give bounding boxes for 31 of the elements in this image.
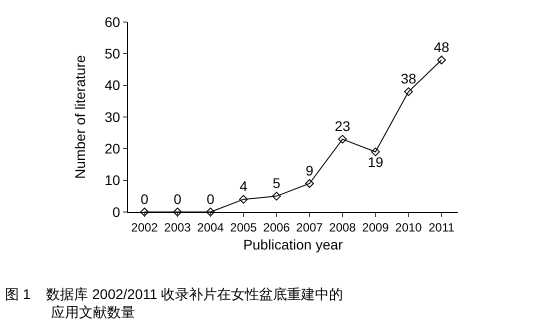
x-tick-label: 2007 xyxy=(296,220,324,234)
x-tick-label: 2010 xyxy=(395,220,422,234)
data-label: 0 xyxy=(174,190,182,207)
y-tick-label: 40 xyxy=(104,77,120,94)
data-label: 5 xyxy=(272,174,281,191)
data-label: 0 xyxy=(140,190,149,207)
y-tick-label: 60 xyxy=(104,14,120,30)
y-axis-title: Number of literature xyxy=(72,54,88,179)
x-tick-label: 2005 xyxy=(230,220,258,234)
x-tick-label: 2008 xyxy=(329,220,356,234)
y-tick-label: 0 xyxy=(112,204,120,220)
data-label: 38 xyxy=(400,70,416,86)
x-tick-label: 2002 xyxy=(131,220,158,234)
data-label: 23 xyxy=(334,118,350,134)
data-label: 0 xyxy=(206,190,215,207)
y-tick-label: 10 xyxy=(104,172,120,188)
x-tick-label: 2009 xyxy=(362,220,390,234)
caption: 图 1 数据库 2002/2011 收录补片在女性盆底重建中的 xyxy=(5,286,344,302)
y-tick-label: 20 xyxy=(104,140,120,157)
x-tick-label: 2003 xyxy=(164,220,192,234)
x-tick-label: 2011 xyxy=(428,220,455,234)
x-axis-title: Publication year xyxy=(243,236,344,253)
data-label: 9 xyxy=(306,162,314,178)
data-label: 48 xyxy=(434,38,450,55)
y-tick-label: 30 xyxy=(104,108,120,125)
text: 应用文献数量 xyxy=(51,304,135,320)
data-label: 19 xyxy=(368,154,384,170)
y-tick-label: 50 xyxy=(104,46,120,62)
x-tick-label: 2004 xyxy=(197,220,224,234)
x-tick-label: 2006 xyxy=(263,220,290,234)
data-label: 4 xyxy=(240,178,248,194)
